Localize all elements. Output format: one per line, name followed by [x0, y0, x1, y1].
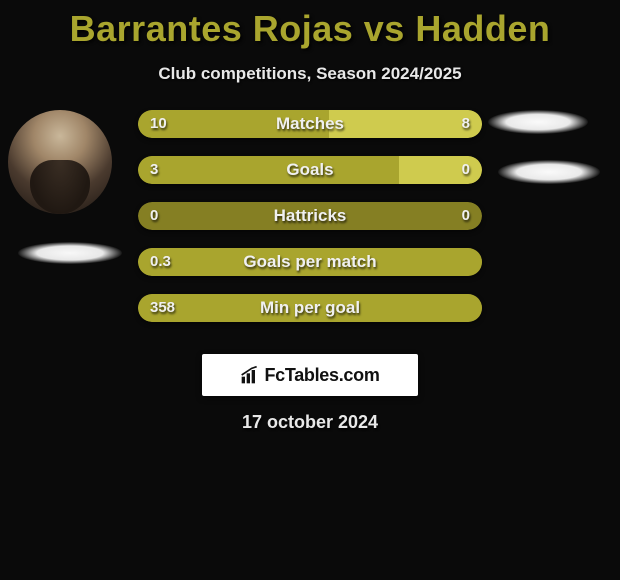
stat-bars: 108Matches 30Goals 00Hattricks 0.3Goals per…: [138, 110, 482, 340]
stat-bar-left-fill: [138, 156, 399, 184]
brand-text: FcTables.com: [264, 365, 379, 386]
brand-badge: FcTables.com: [202, 354, 418, 396]
stat-bar-left-fill: [138, 110, 329, 138]
stat-bar-bg: [138, 202, 482, 230]
stat-bar-left-fill: [138, 294, 482, 322]
player-right-shadow-1: [488, 110, 588, 134]
stat-row: 00Hattricks: [138, 202, 482, 230]
page-title: Barrantes Rojas vs Hadden: [0, 0, 620, 50]
player-left-avatar: [8, 110, 112, 214]
bars-icon: [240, 365, 260, 385]
player-left-shadow: [18, 242, 122, 264]
snapshot-date: 17 october 2024: [0, 412, 620, 433]
stat-bar-left-fill: [138, 248, 482, 276]
stat-bar-right-fill: [329, 110, 482, 138]
page-subtitle: Club competitions, Season 2024/2025: [0, 64, 620, 84]
stat-row: 0.3Goals per match: [138, 248, 482, 276]
stat-row: 30Goals: [138, 156, 482, 184]
player-right-shadow-2: [498, 160, 600, 184]
stat-row: 108Matches: [138, 110, 482, 138]
stat-row: 358Min per goal: [138, 294, 482, 322]
stat-bar-right-fill: [399, 156, 482, 184]
